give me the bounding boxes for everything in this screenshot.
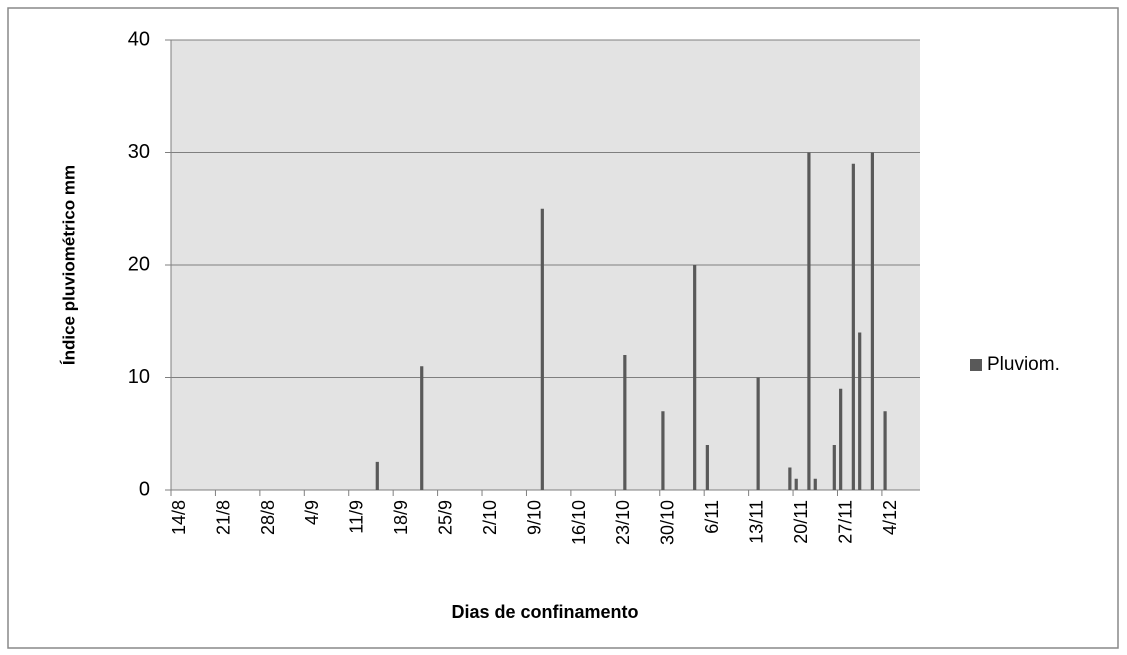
bar [839,388,843,490]
x-tick-label: 2/10 [480,500,500,535]
bar [375,461,379,490]
bar [705,445,709,490]
y-tick-label: 40 [128,28,150,50]
x-tick-label: 13/11 [747,500,767,544]
legend-label: Pluviom. [987,354,1060,375]
x-tick-label: 30/10 [658,500,678,545]
bar [832,445,836,490]
y-tick-label: 30 [128,141,150,163]
bar [693,265,697,490]
x-tick-label: 9/10 [524,500,544,535]
x-tick-label: 20/11 [791,500,811,544]
bar [794,478,798,490]
x-tick-label: 6/11 [702,500,722,534]
bar [883,411,887,490]
y-tick-label: 10 [128,366,150,388]
y-axis-title: Índice pluviométrico mm [59,165,78,365]
bar [788,467,792,490]
bar [756,377,760,490]
x-tick-label: 18/9 [391,500,411,535]
bar [420,366,424,490]
legend-swatch [970,359,982,371]
x-tick-label: 23/10 [613,500,633,545]
x-tick-label: 21/8 [213,500,233,535]
bar [661,411,665,490]
y-tick-label: 0 [139,478,150,500]
bar [813,478,817,490]
x-tick-label: 4/9 [302,500,322,525]
x-axis-title: Dias de confinamento [451,602,638,622]
bar [851,163,855,490]
x-tick-label: 16/10 [569,500,589,545]
bar [540,208,544,490]
bar [870,152,874,490]
x-tick-label: 28/8 [258,500,278,535]
bar [807,152,811,490]
bar [858,332,862,490]
x-tick-label: 27/11 [835,500,855,544]
x-tick-label: 25/9 [436,500,456,535]
x-tick-label: 14/8 [169,500,189,535]
x-tick-label: 4/12 [880,500,900,535]
y-tick-label: 20 [128,253,150,275]
bar [623,355,627,490]
x-tick-label: 11/9 [347,500,367,534]
